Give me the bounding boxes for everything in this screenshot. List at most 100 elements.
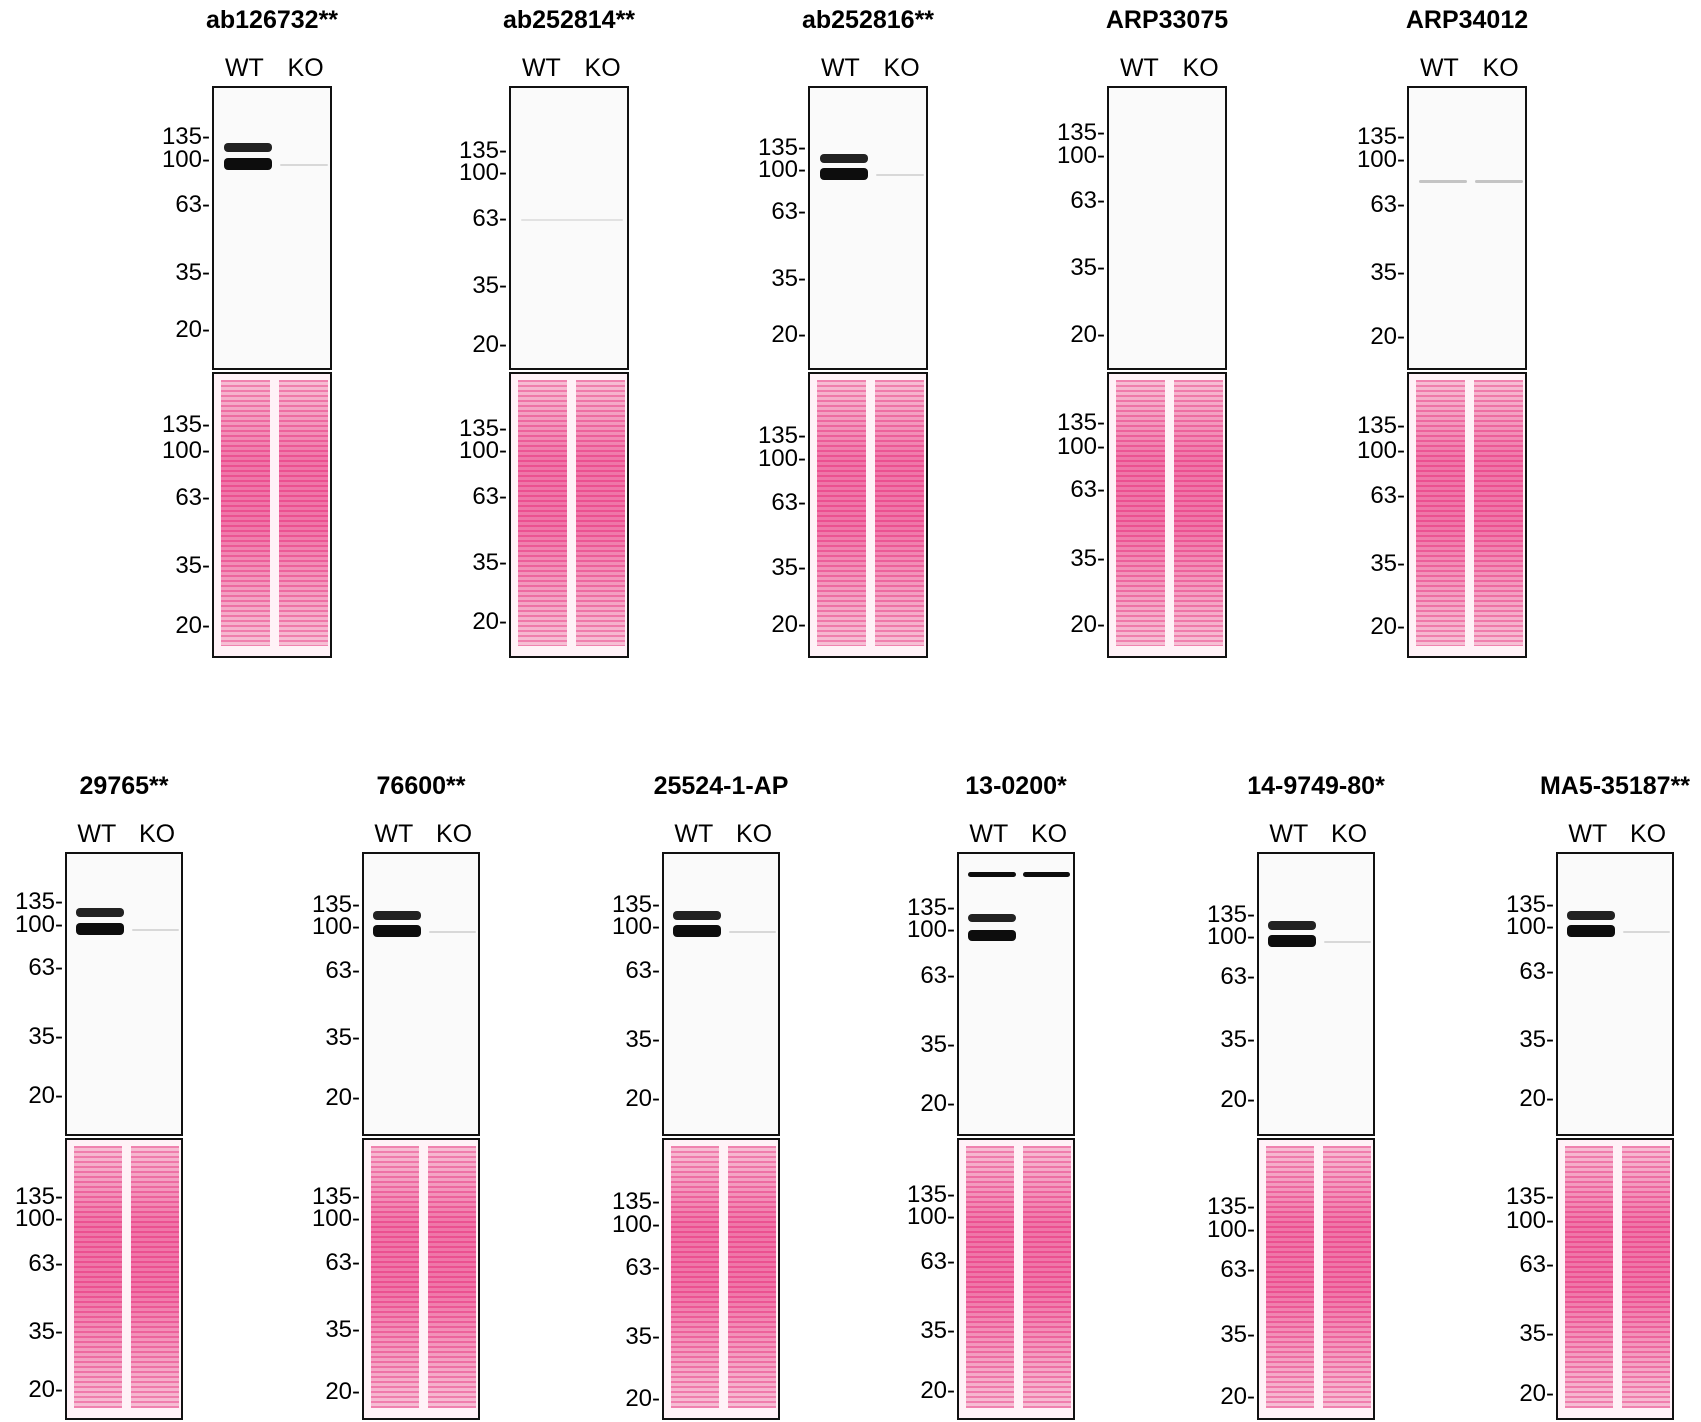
mw-marker: 135- — [161, 123, 210, 150]
western-blot-image — [212, 86, 332, 370]
mw-marker: 135- — [14, 1183, 63, 1210]
mw-marker: 20- — [28, 1376, 63, 1403]
mw-marker: 20- — [625, 1085, 660, 1112]
mw-marker: 35- — [1519, 1026, 1554, 1053]
lane-label-ko: KO — [1182, 54, 1219, 82]
stain-lane-wt — [817, 380, 867, 646]
lane-label-wt: WT — [1419, 54, 1459, 82]
lane-label-wt: WT — [969, 820, 1009, 848]
mw-marker: 135- — [1356, 412, 1405, 439]
mw-marker: 35- — [1370, 550, 1405, 577]
stain-lane-ko — [278, 380, 328, 646]
mw-marker: 35- — [771, 554, 806, 581]
mw-marker: 35- — [1070, 545, 1105, 572]
mw-marker: 100- — [1206, 1216, 1255, 1243]
stain-lane-wt — [221, 380, 271, 646]
mw-marker: 20- — [920, 1377, 955, 1404]
panel-title: ARP33075 — [1105, 6, 1229, 34]
mw-marker: 135- — [1056, 119, 1105, 146]
band-lower — [223, 158, 272, 170]
lane-label-wt: WT — [77, 820, 117, 848]
lane-label-wt: WT — [1119, 54, 1159, 82]
mw-marker: 63- — [175, 484, 210, 511]
panel-title: 14-9749-80* — [1247, 772, 1385, 800]
band-upper — [223, 143, 272, 152]
band-ko-faint — [280, 164, 328, 166]
lane-label-ko: KO — [435, 820, 473, 848]
panel-title: ARP34012 — [1405, 6, 1529, 34]
lane-label-ko: KO — [1482, 54, 1519, 82]
mw-marker: 100- — [14, 1205, 63, 1232]
mw-marker: 20- — [1519, 1380, 1554, 1407]
mw-marker: 135- — [161, 411, 210, 438]
ponceau-stain-image — [1257, 1138, 1375, 1420]
band-ko-faint — [428, 931, 477, 933]
mw-marker: 63- — [625, 957, 660, 984]
mw-marker: 135- — [1206, 901, 1255, 928]
mw-marker: 35- — [920, 1317, 955, 1344]
mw-marker: 100- — [1505, 913, 1554, 940]
western-blot-image — [65, 852, 183, 1136]
stain-lane-wt — [371, 1146, 420, 1408]
western-blot-image — [1257, 852, 1375, 1136]
western-blot-image — [808, 86, 928, 370]
mw-marker: 20- — [325, 1378, 360, 1405]
mw-marker: 135- — [311, 1183, 360, 1210]
mw-marker: 20- — [1070, 321, 1105, 348]
mw-marker: 135- — [906, 894, 955, 921]
band-faint-ko — [1475, 180, 1523, 183]
band-lower — [968, 930, 1016, 941]
ponceau-stain-image — [808, 372, 928, 658]
band-ko-faint — [1622, 931, 1671, 933]
mw-marker: 35- — [1519, 1320, 1554, 1347]
panel-title: 13-0200* — [965, 772, 1067, 800]
stain-lane-ko — [1322, 1146, 1372, 1408]
lane-label-ko: KO — [287, 54, 324, 82]
mw-marker: 20- — [920, 1090, 955, 1117]
western-blot-image — [1107, 86, 1227, 370]
panel-title: 29765** — [79, 772, 169, 800]
stain-lane-ko — [575, 380, 625, 646]
stain-lane-wt — [1266, 1146, 1315, 1408]
lane-label-wt: WT — [674, 820, 714, 848]
mw-marker: 100- — [161, 146, 210, 173]
mw-marker: 100- — [757, 156, 806, 183]
lane-label-ko: KO — [1629, 820, 1667, 848]
mw-marker: 100- — [611, 1211, 660, 1238]
mw-marker: 100- — [611, 913, 660, 940]
mw-marker: 20- — [28, 1082, 63, 1109]
mw-marker: 63- — [472, 483, 507, 510]
stain-lane-ko — [427, 1146, 477, 1408]
mw-marker: 63- — [28, 954, 63, 981]
lane-label-wt: WT — [1269, 820, 1309, 848]
mw-marker: 35- — [625, 1026, 660, 1053]
mw-marker: 35- — [771, 265, 806, 292]
mw-marker: 35- — [625, 1323, 660, 1350]
band-ko-faint — [131, 929, 180, 931]
mw-marker: 135- — [611, 891, 660, 918]
mw-marker: 135- — [1356, 123, 1405, 150]
stain-lane-wt — [966, 1146, 1015, 1408]
mw-marker: 63- — [1070, 476, 1105, 503]
band-high-ko — [1022, 872, 1070, 877]
mw-marker: 35- — [1070, 254, 1105, 281]
mw-marker: 63- — [1519, 1251, 1554, 1278]
panel-title: 76600** — [376, 772, 466, 800]
lane-label-wt: WT — [374, 820, 414, 848]
mw-marker: 63- — [1220, 1256, 1255, 1283]
mw-marker: 20- — [472, 608, 507, 635]
mw-marker: 20- — [625, 1385, 660, 1412]
western-blot-image — [957, 852, 1075, 1136]
mw-marker: 20- — [1220, 1086, 1255, 1113]
stain-lane-wt — [1416, 380, 1466, 646]
lane-label-ko: KO — [735, 820, 773, 848]
mw-marker: 100- — [161, 437, 210, 464]
stain-lane-ko — [727, 1146, 777, 1408]
mw-marker: 63- — [1070, 187, 1105, 214]
mw-marker: 35- — [28, 1318, 63, 1345]
ponceau-stain-image — [509, 372, 629, 658]
mw-marker: 20- — [1220, 1383, 1255, 1410]
mw-marker: 100- — [757, 445, 806, 472]
band-upper — [673, 911, 721, 920]
mw-marker: 35- — [1220, 1026, 1255, 1053]
